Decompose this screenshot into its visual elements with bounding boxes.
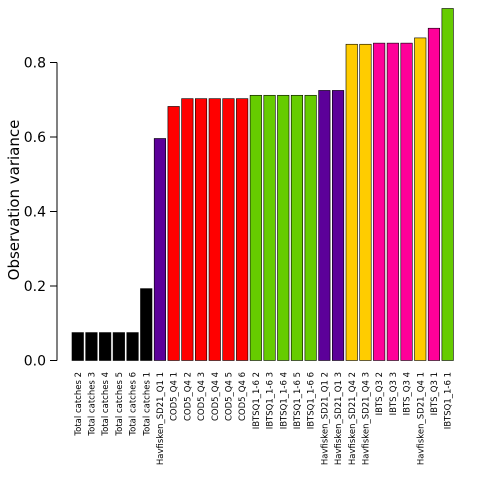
x-category-label: COD5_Q4 6 <box>238 372 248 421</box>
x-category-label: IBTSQ1_1-6 4 <box>279 372 289 429</box>
y-axis-title: Observation variance <box>5 120 23 281</box>
bar <box>140 288 153 361</box>
x-category-label: Havfisken_SD21_Q1 2 <box>320 372 330 465</box>
bar <box>208 98 221 361</box>
bar <box>427 27 441 361</box>
bar <box>153 138 166 361</box>
bar <box>400 42 413 361</box>
x-category-label: Havfisken_SD21_Q4 2 <box>348 372 358 465</box>
x-category-label: COD5_Q4 3 <box>197 372 207 421</box>
y-tick-label: 0.0 <box>24 354 46 370</box>
x-category-label: IBTS_Q3 1 <box>430 372 440 415</box>
y-tick-label: 0.8 <box>24 56 46 72</box>
x-category-label: COD5_Q4 2 <box>183 372 193 421</box>
bar <box>112 332 125 361</box>
bar <box>167 106 180 361</box>
x-category-label: IBTSQ1_1-6 1 <box>444 372 454 429</box>
x-category-label: COD5_Q4 1 <box>170 372 180 421</box>
x-category-label: IBTSQ1_1-6 2 <box>252 372 262 429</box>
bar <box>386 42 399 361</box>
x-category-label: Total catches 6 <box>129 372 139 437</box>
x-category-label: IBTSQ1_1-6 6 <box>307 372 317 429</box>
x-category-label: Total catches 5 <box>115 372 125 437</box>
x-category-label: Havfisken_SD21_Q1 1 <box>156 372 166 465</box>
bar <box>373 42 386 361</box>
bar <box>345 43 358 361</box>
bars <box>71 8 454 361</box>
bar <box>263 94 276 361</box>
axes: 0.0 0.2 0.4 0.6 0.8 <box>24 56 58 370</box>
bar <box>126 332 139 361</box>
x-category-label: Total catches 4 <box>101 372 111 437</box>
bar <box>195 98 208 361</box>
x-category-label: Total catches 3 <box>87 372 97 437</box>
bar <box>222 98 235 361</box>
x-category-label: COD5_Q4 4 <box>211 372 221 421</box>
bar <box>277 94 290 361</box>
x-category-label: IBTSQ1_1-6 3 <box>266 372 276 429</box>
x-category-label: IBTSQ1_1-6 5 <box>293 372 303 429</box>
bar <box>441 8 454 361</box>
bar <box>236 98 249 361</box>
bar <box>290 94 304 361</box>
x-category-label: Total catches 2 <box>74 372 84 437</box>
category-labels: Total catches 2 Total catches 3 Total catc… <box>74 372 454 465</box>
bar <box>304 94 317 361</box>
x-category-label: IBTS_Q3 3 <box>389 372 399 415</box>
y-tick-label: 0.4 <box>24 205 46 221</box>
x-category-label: Havfisken_SD21_Q1 3 <box>334 372 344 465</box>
bar <box>249 94 262 361</box>
bar <box>359 43 372 361</box>
x-category-label: IBTS_Q3 2 <box>375 372 385 415</box>
bar <box>85 332 98 361</box>
x-category-label: IBTS_Q3 4 <box>403 372 413 415</box>
x-category-label: Havfisken_SD21_Q4 3 <box>361 372 371 465</box>
bar <box>414 37 427 361</box>
x-category-label: COD5_Q4 5 <box>224 372 234 421</box>
bar <box>181 98 194 361</box>
y-tick-label: 0.2 <box>24 279 46 295</box>
bar <box>318 90 331 361</box>
bar <box>71 332 84 361</box>
y-tick-label: 0.6 <box>24 130 46 146</box>
x-category-label: Havfisken_SD21_Q4 1 <box>416 372 426 465</box>
bar <box>331 90 345 361</box>
bar <box>99 332 112 361</box>
x-category-label: Total catches 1 <box>142 372 152 437</box>
